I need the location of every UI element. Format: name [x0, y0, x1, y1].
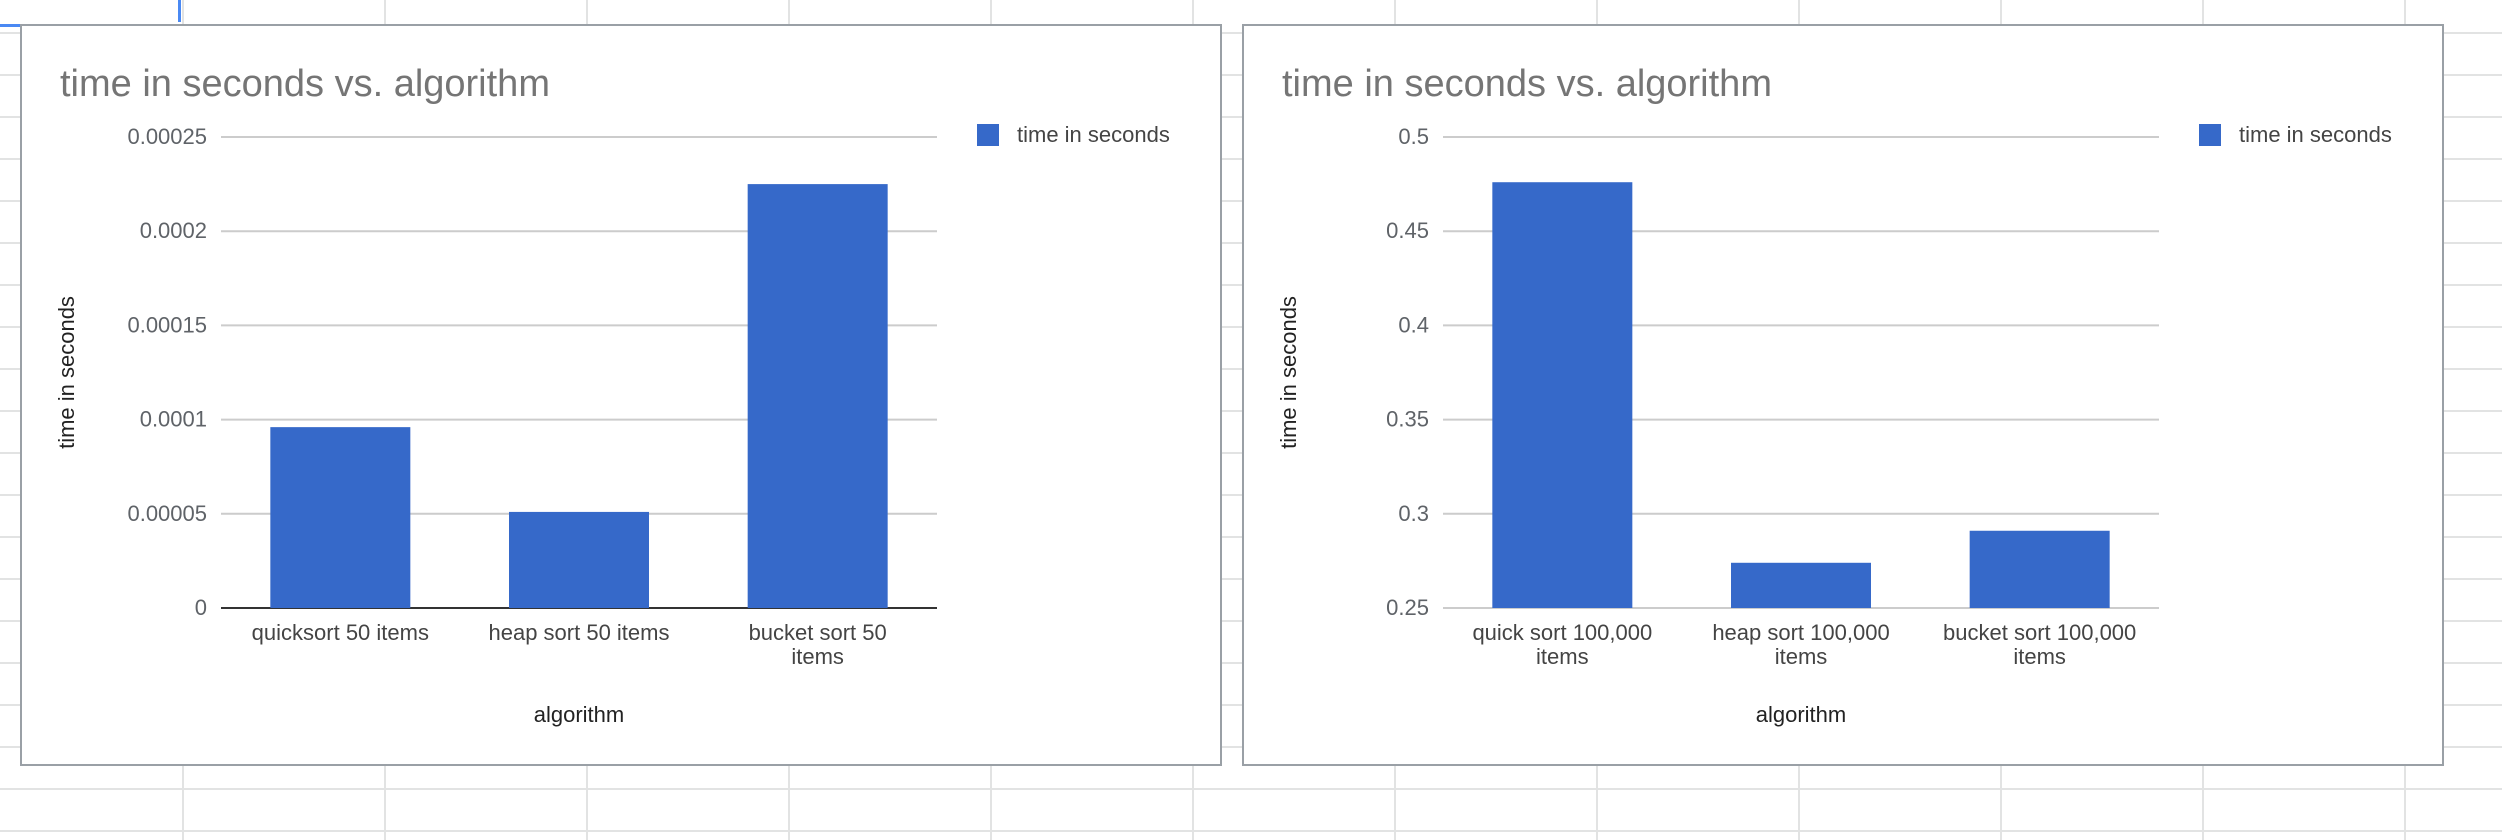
chart-panel-large-input[interactable]: time in seconds vs. algorithm 0.25 0.3 0.35…	[1242, 24, 2444, 766]
y-tick-label: 0.0001	[140, 407, 207, 432]
y-axis-title: time in seconds	[54, 296, 79, 449]
x-tick-label: bucket sort 100,000	[1943, 620, 2136, 645]
x-axis-title: algorithm	[1756, 702, 1846, 727]
y-tick-label: 0.00015	[127, 312, 207, 337]
sheet-cell-cursor	[178, 0, 181, 22]
x-tick-label: heap sort 100,000	[1712, 620, 1889, 645]
bar-chart-svg: time in seconds vs. algorithm 0 0.00005 0.0…	[54, 63, 1170, 727]
y-tick-label: 0.00025	[127, 124, 207, 149]
x-tick-label: items	[1775, 644, 1828, 669]
bar	[747, 184, 888, 608]
legend-swatch	[2199, 124, 2221, 146]
chart-panel-small-input[interactable]: time in seconds vs. algorithm 0 0.00005 0.0…	[20, 24, 1222, 766]
x-tick-label: quick sort 100,000	[1472, 620, 1652, 645]
y-tick-label: 0.25	[1386, 595, 1429, 620]
y-tick-label: 0.35	[1386, 407, 1429, 432]
chart-title: time in seconds vs. algorithm	[1282, 63, 1772, 105]
y-tick-label: 0	[195, 595, 207, 620]
legend-label: time in seconds	[1017, 122, 1170, 147]
bar	[270, 427, 411, 608]
x-tick-label: quicksort 50 items	[252, 620, 429, 645]
bar	[1492, 182, 1633, 608]
y-tick-label: 0.0002	[140, 218, 207, 243]
chart-title: time in seconds vs. algorithm	[60, 63, 550, 105]
y-tick-label: 0.3	[1398, 501, 1429, 526]
x-tick-label: items	[791, 644, 844, 669]
x-tick-label: items	[2013, 644, 2066, 669]
y-tick-label: 0.45	[1386, 218, 1429, 243]
x-tick-label: items	[1536, 644, 1589, 669]
y-tick-label: 0.00005	[127, 501, 207, 526]
x-tick-label: bucket sort 50	[749, 620, 887, 645]
legend-swatch	[977, 124, 999, 146]
y-tick-label: 0.4	[1398, 312, 1429, 337]
y-axis-title: time in seconds	[1276, 296, 1301, 449]
y-tick-label: 0.5	[1398, 124, 1429, 149]
bar	[509, 511, 649, 608]
bar	[1731, 562, 1871, 608]
bar-chart-svg: time in seconds vs. algorithm 0.25 0.3 0.35…	[1276, 63, 2392, 727]
legend-label: time in seconds	[2239, 122, 2392, 147]
x-axis-title: algorithm	[534, 702, 624, 727]
bar	[1969, 530, 2110, 608]
x-tick-label: heap sort 50 items	[489, 620, 670, 645]
